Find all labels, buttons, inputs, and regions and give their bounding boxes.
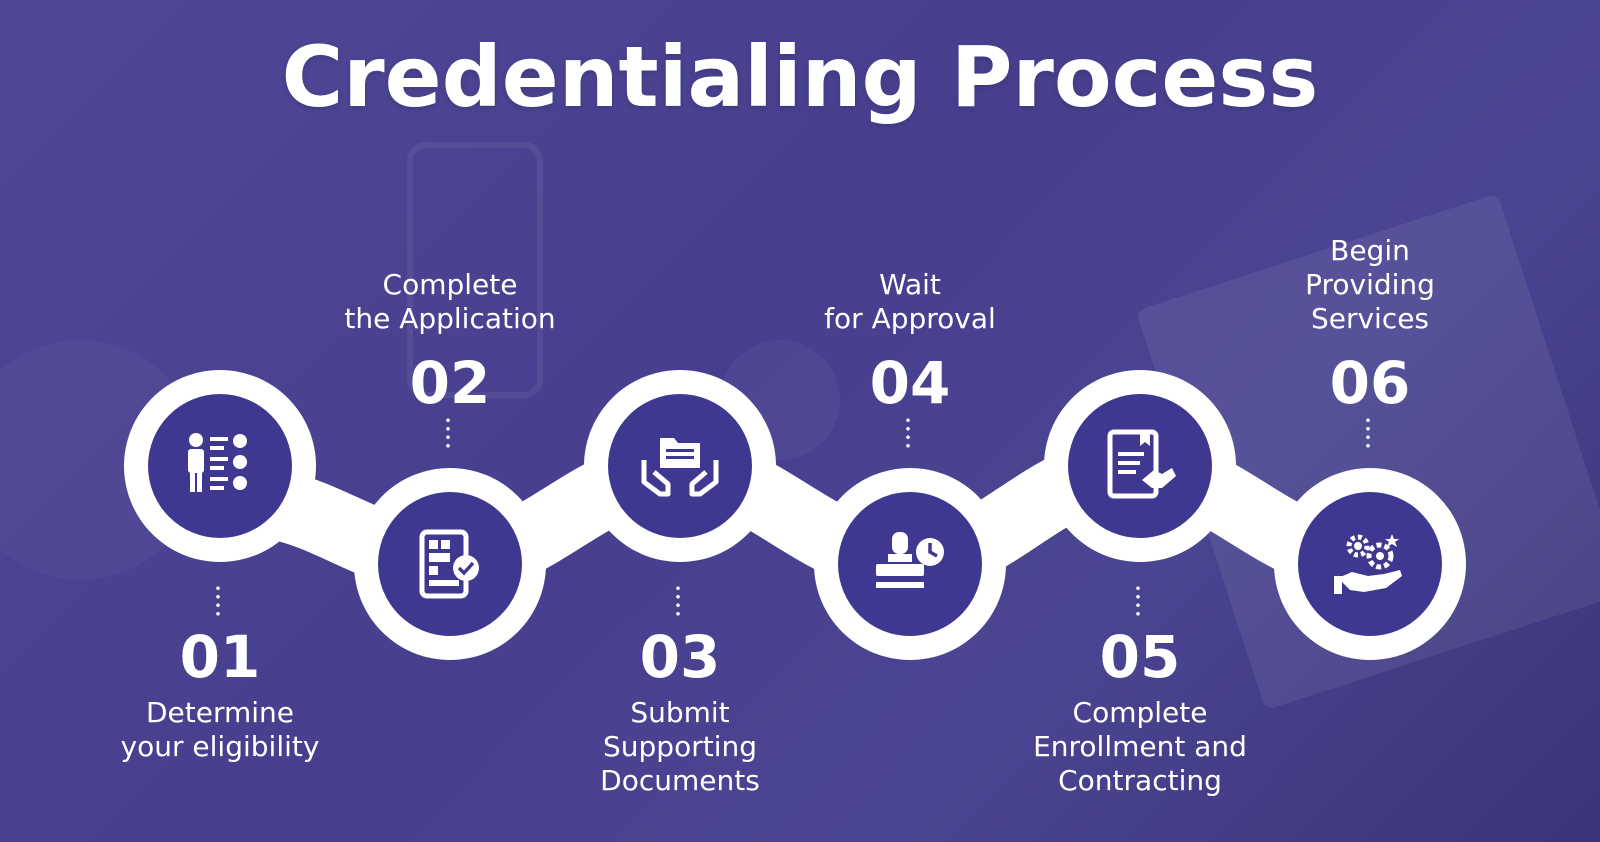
step-04-label: Wait for Approval <box>824 268 996 335</box>
connector-dots <box>676 584 680 618</box>
step-01-label: Determine your eligibility <box>120 696 320 763</box>
step-02-circle <box>378 492 522 636</box>
connector-dots <box>1136 584 1140 618</box>
step-05-circle <box>1068 394 1212 538</box>
step-06-number: 06 <box>1329 349 1411 417</box>
step-06-label: Begin Providing Services <box>1305 234 1435 335</box>
stamp-clock-icon <box>876 532 944 588</box>
step-02-label: Complete the Application <box>344 268 556 335</box>
step-02-number: 02 <box>409 349 491 417</box>
step-01-number: 01 <box>179 623 261 691</box>
gears-hand-icon <box>1334 534 1402 594</box>
application-form-check-icon <box>419 529 479 599</box>
step-01-circle <box>148 394 292 538</box>
connector-dots <box>1366 416 1370 450</box>
step-03-circle <box>608 394 752 538</box>
connector-dots <box>446 416 450 450</box>
step-03-number: 03 <box>639 623 721 691</box>
step-06-circle <box>1298 492 1442 636</box>
person-checklist-icon <box>188 433 247 492</box>
connector-dots <box>906 416 910 450</box>
step-04-number: 04 <box>869 349 951 417</box>
step-03-label: Submit Supporting Documents <box>600 696 760 797</box>
contract-handshake-icon <box>1107 429 1176 499</box>
page-title: Credentialing Process <box>281 28 1319 126</box>
step-04-circle <box>838 492 982 636</box>
folder-hands-icon <box>641 438 719 497</box>
connector-dots <box>216 584 220 618</box>
step-05-number: 05 <box>1099 623 1181 691</box>
step-05-label: Complete Enrollment and Contracting <box>1033 696 1247 797</box>
